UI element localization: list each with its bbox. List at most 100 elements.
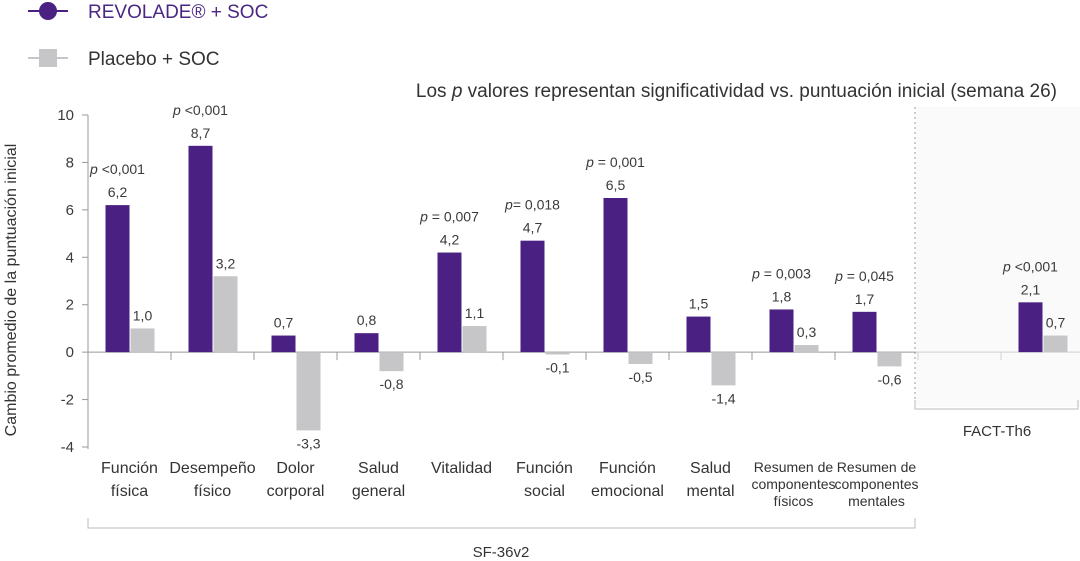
category-label: Desempeño: [169, 460, 255, 477]
category-label: componentes: [834, 476, 918, 492]
p-value-text: = 0,001: [594, 154, 645, 170]
p-symbol: p: [172, 102, 181, 118]
y-tick-label: 4: [66, 249, 74, 266]
category-label: Función: [101, 460, 158, 477]
category-label: componentes: [751, 476, 835, 492]
legend-label-revolade: REVOLADE® + SOC: [88, 2, 268, 23]
bar-placebo: [130, 328, 155, 353]
p-value-text: = 0,003: [760, 265, 811, 281]
bar-placebo: [379, 352, 404, 372]
axes: -4 -2 0 2 4 6 8 10: [57, 107, 1080, 456]
value-label-revolade: 4,7: [523, 220, 543, 236]
bar-revolade: [437, 252, 462, 353]
value-label-revolade: 1,7: [855, 291, 875, 307]
value-label-revolade: 2,1: [1021, 281, 1041, 297]
p-symbol: p: [1002, 258, 1011, 274]
y-tick-label: -2: [61, 392, 74, 409]
bar-placebo: [877, 352, 902, 367]
value-label-placebo: 0,3: [797, 324, 817, 340]
legend-item-placebo: Placebo + SOC: [28, 49, 220, 70]
category-label: Dolor: [276, 460, 315, 477]
y-tick-label: 0: [66, 344, 74, 361]
value-label-revolade: 0,7: [274, 315, 294, 331]
bar-revolade: [769, 309, 794, 353]
category-label: Salud: [690, 460, 731, 477]
bar-placebo: [296, 352, 321, 431]
fact-group-background: [916, 107, 1080, 407]
category-label: emocional: [591, 483, 664, 500]
category-label: física: [111, 483, 148, 500]
bar-revolade: [852, 311, 877, 353]
category-label: Resumen de: [837, 459, 917, 475]
fact-bracket: [914, 400, 1079, 410]
p-value-text: <0,001: [1011, 258, 1058, 274]
y-tick-label: -4: [61, 439, 74, 456]
p-value-note: Los p valores representan significativid…: [416, 81, 1057, 102]
bar-revolade: [271, 335, 296, 353]
value-label-revolade: 6,2: [108, 184, 128, 200]
p-value-note-prefix: Los: [416, 81, 452, 102]
p-symbol: p: [751, 265, 760, 281]
category-label: mental: [686, 483, 734, 500]
value-label-revolade: 1,8: [772, 288, 792, 304]
p-value-label: p <0,001: [1002, 258, 1058, 274]
value-label-placebo: 1,0: [133, 307, 153, 323]
bar-revolade: [603, 198, 628, 353]
category-label: Resumen de: [754, 459, 834, 475]
p-symbol: p: [585, 154, 594, 170]
bar-revolade: [1018, 302, 1043, 353]
p-value-text: <0,001: [98, 161, 145, 177]
category-label: general: [352, 483, 405, 500]
legend: REVOLADE® + SOC Placebo + SOC: [28, 2, 268, 70]
y-tick-label: 8: [66, 154, 74, 171]
p-symbol: p: [419, 209, 428, 225]
value-label-placebo: 1,1: [465, 305, 485, 321]
sf36-bracket: [87, 518, 916, 529]
value-label-revolade: 1,5: [689, 296, 709, 312]
bar-placebo: [711, 352, 736, 386]
bar-revolade: [105, 205, 130, 353]
p-symbol: p: [504, 197, 513, 213]
group-brackets: SF-36v2 FACT-Th6: [87, 400, 1079, 561]
data-labels: 6,2 8,7 0,7 0,8 4,2 4,7 6,5 1,5 1,8 1,7 2,1 1,0 3,2 -…: [89, 102, 1065, 452]
p-value-note-suffix: valores representan significatividad vs.…: [462, 81, 1057, 102]
category-label: Vitalidad: [431, 460, 492, 477]
bar-revolade: [520, 240, 545, 353]
bar-placebo: [628, 352, 653, 364]
value-label-placebo: -0,6: [877, 371, 901, 387]
category-label: Función: [516, 460, 573, 477]
bar-revolade: [686, 316, 711, 353]
category-label: Salud: [358, 460, 399, 477]
p-value-text: = 0,045: [843, 268, 894, 284]
legend-item-revolade: REVOLADE® + SOC: [28, 2, 268, 23]
category-label: Función: [599, 460, 656, 477]
p-value-note-p: p: [451, 81, 463, 102]
p-value-label: p= 0,018: [504, 197, 560, 213]
y-axis-label: Cambio promedio de la puntuación inicial: [3, 144, 20, 437]
y-tick-label: 10: [57, 107, 74, 124]
fact-group-label: FACT-Th6: [963, 423, 1031, 440]
category-label: social: [524, 483, 565, 500]
value-label-placebo: -1,4: [711, 390, 735, 406]
p-value-text: <0,001: [181, 102, 228, 118]
p-value-label: p = 0,045: [834, 268, 894, 284]
p-value-label: p <0,001: [89, 161, 145, 177]
category-labels: Función física Desempeño físico Dolor corpora…: [101, 459, 918, 509]
sf36-group-label: SF-36v2: [473, 544, 530, 561]
legend-label-placebo: Placebo + SOC: [88, 49, 220, 70]
bar-placebo: [545, 352, 570, 355]
value-label-placebo: -0,5: [628, 369, 652, 385]
category-label: físico: [194, 483, 231, 500]
bar-placebo: [462, 326, 487, 353]
category-label: mentales: [848, 493, 905, 509]
value-label-placebo: 3,2: [216, 255, 236, 271]
value-label-revolade: 4,2: [440, 232, 460, 248]
value-label-placebo: -0,8: [379, 376, 403, 392]
p-value-text: = 0,018: [513, 197, 560, 213]
p-value-text: = 0,007: [428, 209, 479, 225]
category-label: corporal: [267, 483, 325, 500]
value-label-revolade: 6,5: [606, 177, 626, 193]
value-label-revolade: 0,8: [357, 312, 377, 328]
p-symbol: p: [834, 268, 843, 284]
bar-placebo: [794, 345, 819, 353]
